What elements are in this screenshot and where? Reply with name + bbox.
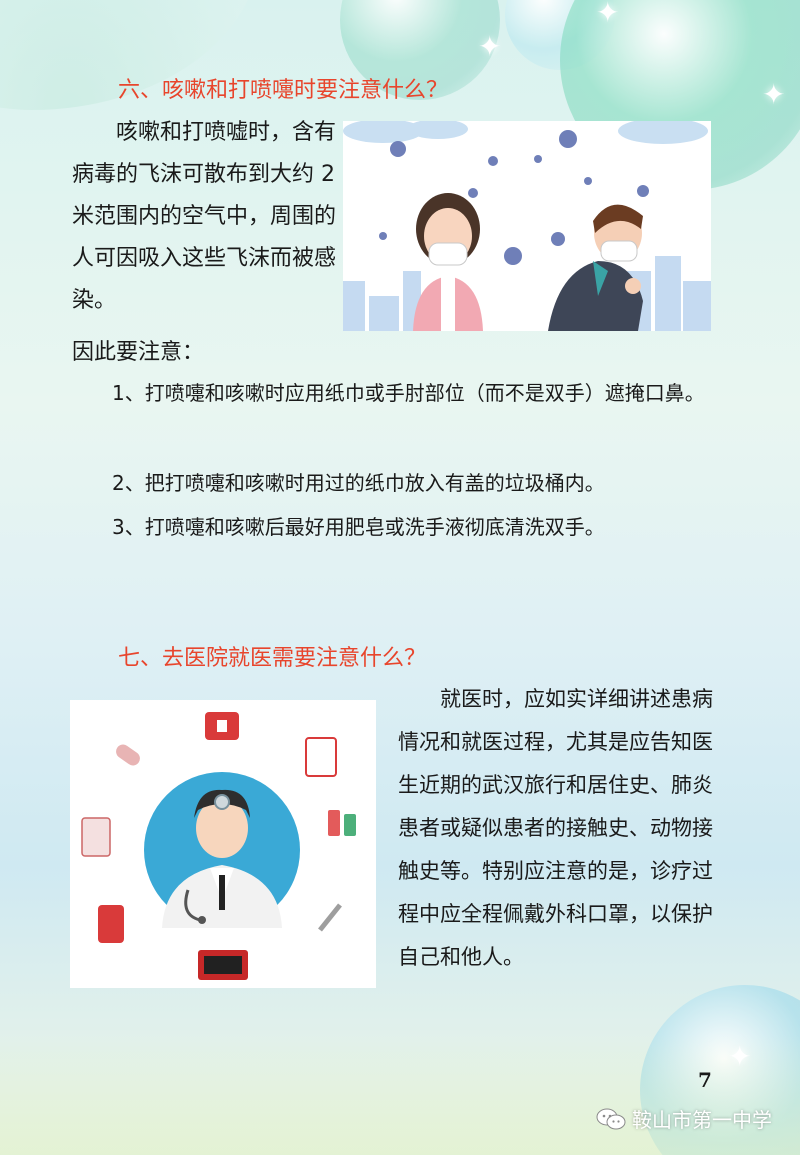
sparkle-icon: ✦ xyxy=(728,1040,752,1073)
footer-source: 鞍山市第一中学 xyxy=(632,1108,772,1132)
sparkle-icon: ✦ xyxy=(596,0,620,29)
section-6-item-1: 1、打喷嚏和咳嗽时应用纸巾或手肘部位（而不是双手）遮掩口鼻。 xyxy=(112,381,705,405)
doctor-icon xyxy=(81,712,356,980)
footer-watermark: 鞍山市第一中学 xyxy=(596,1104,772,1133)
section-7-body: 就医时，应如实详细讲述患病情况和就医过程，尤其是应告知医生近期的武汉旅行和居住史… xyxy=(398,687,713,969)
section-6-intro: 咳嗽和打喷嘘时，含有病毒的飞沫可散布到大约 2 米范围内的空气中，周围的人可因吸… xyxy=(72,120,337,313)
sparkle-icon: ✦ xyxy=(478,30,502,63)
sparkle-icon: ✦ xyxy=(762,78,786,111)
page-number: 7 xyxy=(698,1068,712,1092)
section-6-item-2: 2、把打喷嚏和咳嗽时用过的纸巾放入有盖的垃圾桶内。 xyxy=(112,471,605,495)
sneezing-people-icon xyxy=(343,118,711,331)
section-6-heading: 六、咳嗽和打喷嚏时要注意什么？ xyxy=(118,78,449,103)
sneezing-illustration xyxy=(343,118,711,331)
section-6-intro-tail: 因此要注意： xyxy=(72,340,205,365)
bottom-wave xyxy=(0,1035,800,1155)
section-6-item-3: 3、打喷嚏和咳嗽后最好用肥皂或洗手液彻底清洗双手。 xyxy=(112,515,605,539)
section-7-heading: 七、去医院就医需要注意什么？ xyxy=(118,646,427,671)
wechat-icon xyxy=(596,1108,626,1129)
doctor-illustration xyxy=(70,700,376,988)
